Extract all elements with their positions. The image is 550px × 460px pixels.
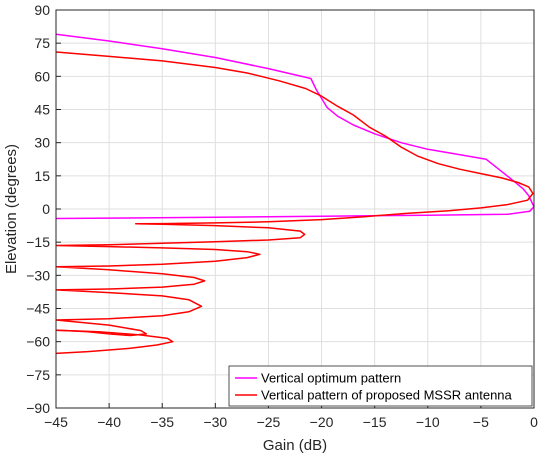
x-axis-title: Gain (dB) (263, 437, 327, 454)
y-tick-label: 0 (42, 201, 50, 217)
legend-label-mssr: Vertical pattern of proposed MSSR antenn… (261, 388, 513, 403)
series-line-mssr (56, 51, 534, 337)
series-line-mssr-tail (56, 329, 174, 355)
legend-box (228, 365, 533, 407)
y-tick-label: 60 (34, 68, 50, 84)
y-tick-label: 90 (34, 2, 50, 18)
y-tick-label: −60 (26, 334, 50, 350)
x-tick-label: −45 (44, 414, 68, 430)
y-axis-title: Elevation (degrees) (3, 144, 20, 274)
y-tick-label: −75 (26, 367, 50, 383)
x-tick-label: 0 (530, 414, 538, 430)
x-tick-label: −5 (473, 414, 489, 430)
y-tick-label: 15 (34, 168, 50, 184)
legend: Vertical optimum pattern Vertical patter… (228, 365, 533, 407)
y-tick-label: 45 (34, 102, 50, 118)
y-tick-label: −45 (26, 301, 50, 317)
x-tick-label: −10 (416, 414, 440, 430)
series-line-optimum (56, 33, 534, 220)
legend-label-optimum: Vertical optimum pattern (261, 371, 401, 386)
x-tick-label: −25 (257, 414, 281, 430)
y-tick-label: −15 (26, 234, 50, 250)
x-tick-label: −15 (363, 414, 387, 430)
x-tick-label: −35 (150, 414, 174, 430)
x-tick-label: −30 (203, 414, 227, 430)
x-tick-label: −20 (310, 414, 334, 430)
y-tick-label: 75 (34, 35, 50, 51)
y-tick-label: −30 (26, 267, 50, 283)
y-tick-label: 30 (34, 135, 50, 151)
plot-area (56, 33, 534, 355)
x-tick-label: −40 (97, 414, 121, 430)
tick-labels: −45 −40 −35 −30 −25 −20 −15 −10 −5 0 90 75 60 45 30 15 0… (26, 2, 538, 430)
y-tick-label: −90 (26, 400, 50, 416)
